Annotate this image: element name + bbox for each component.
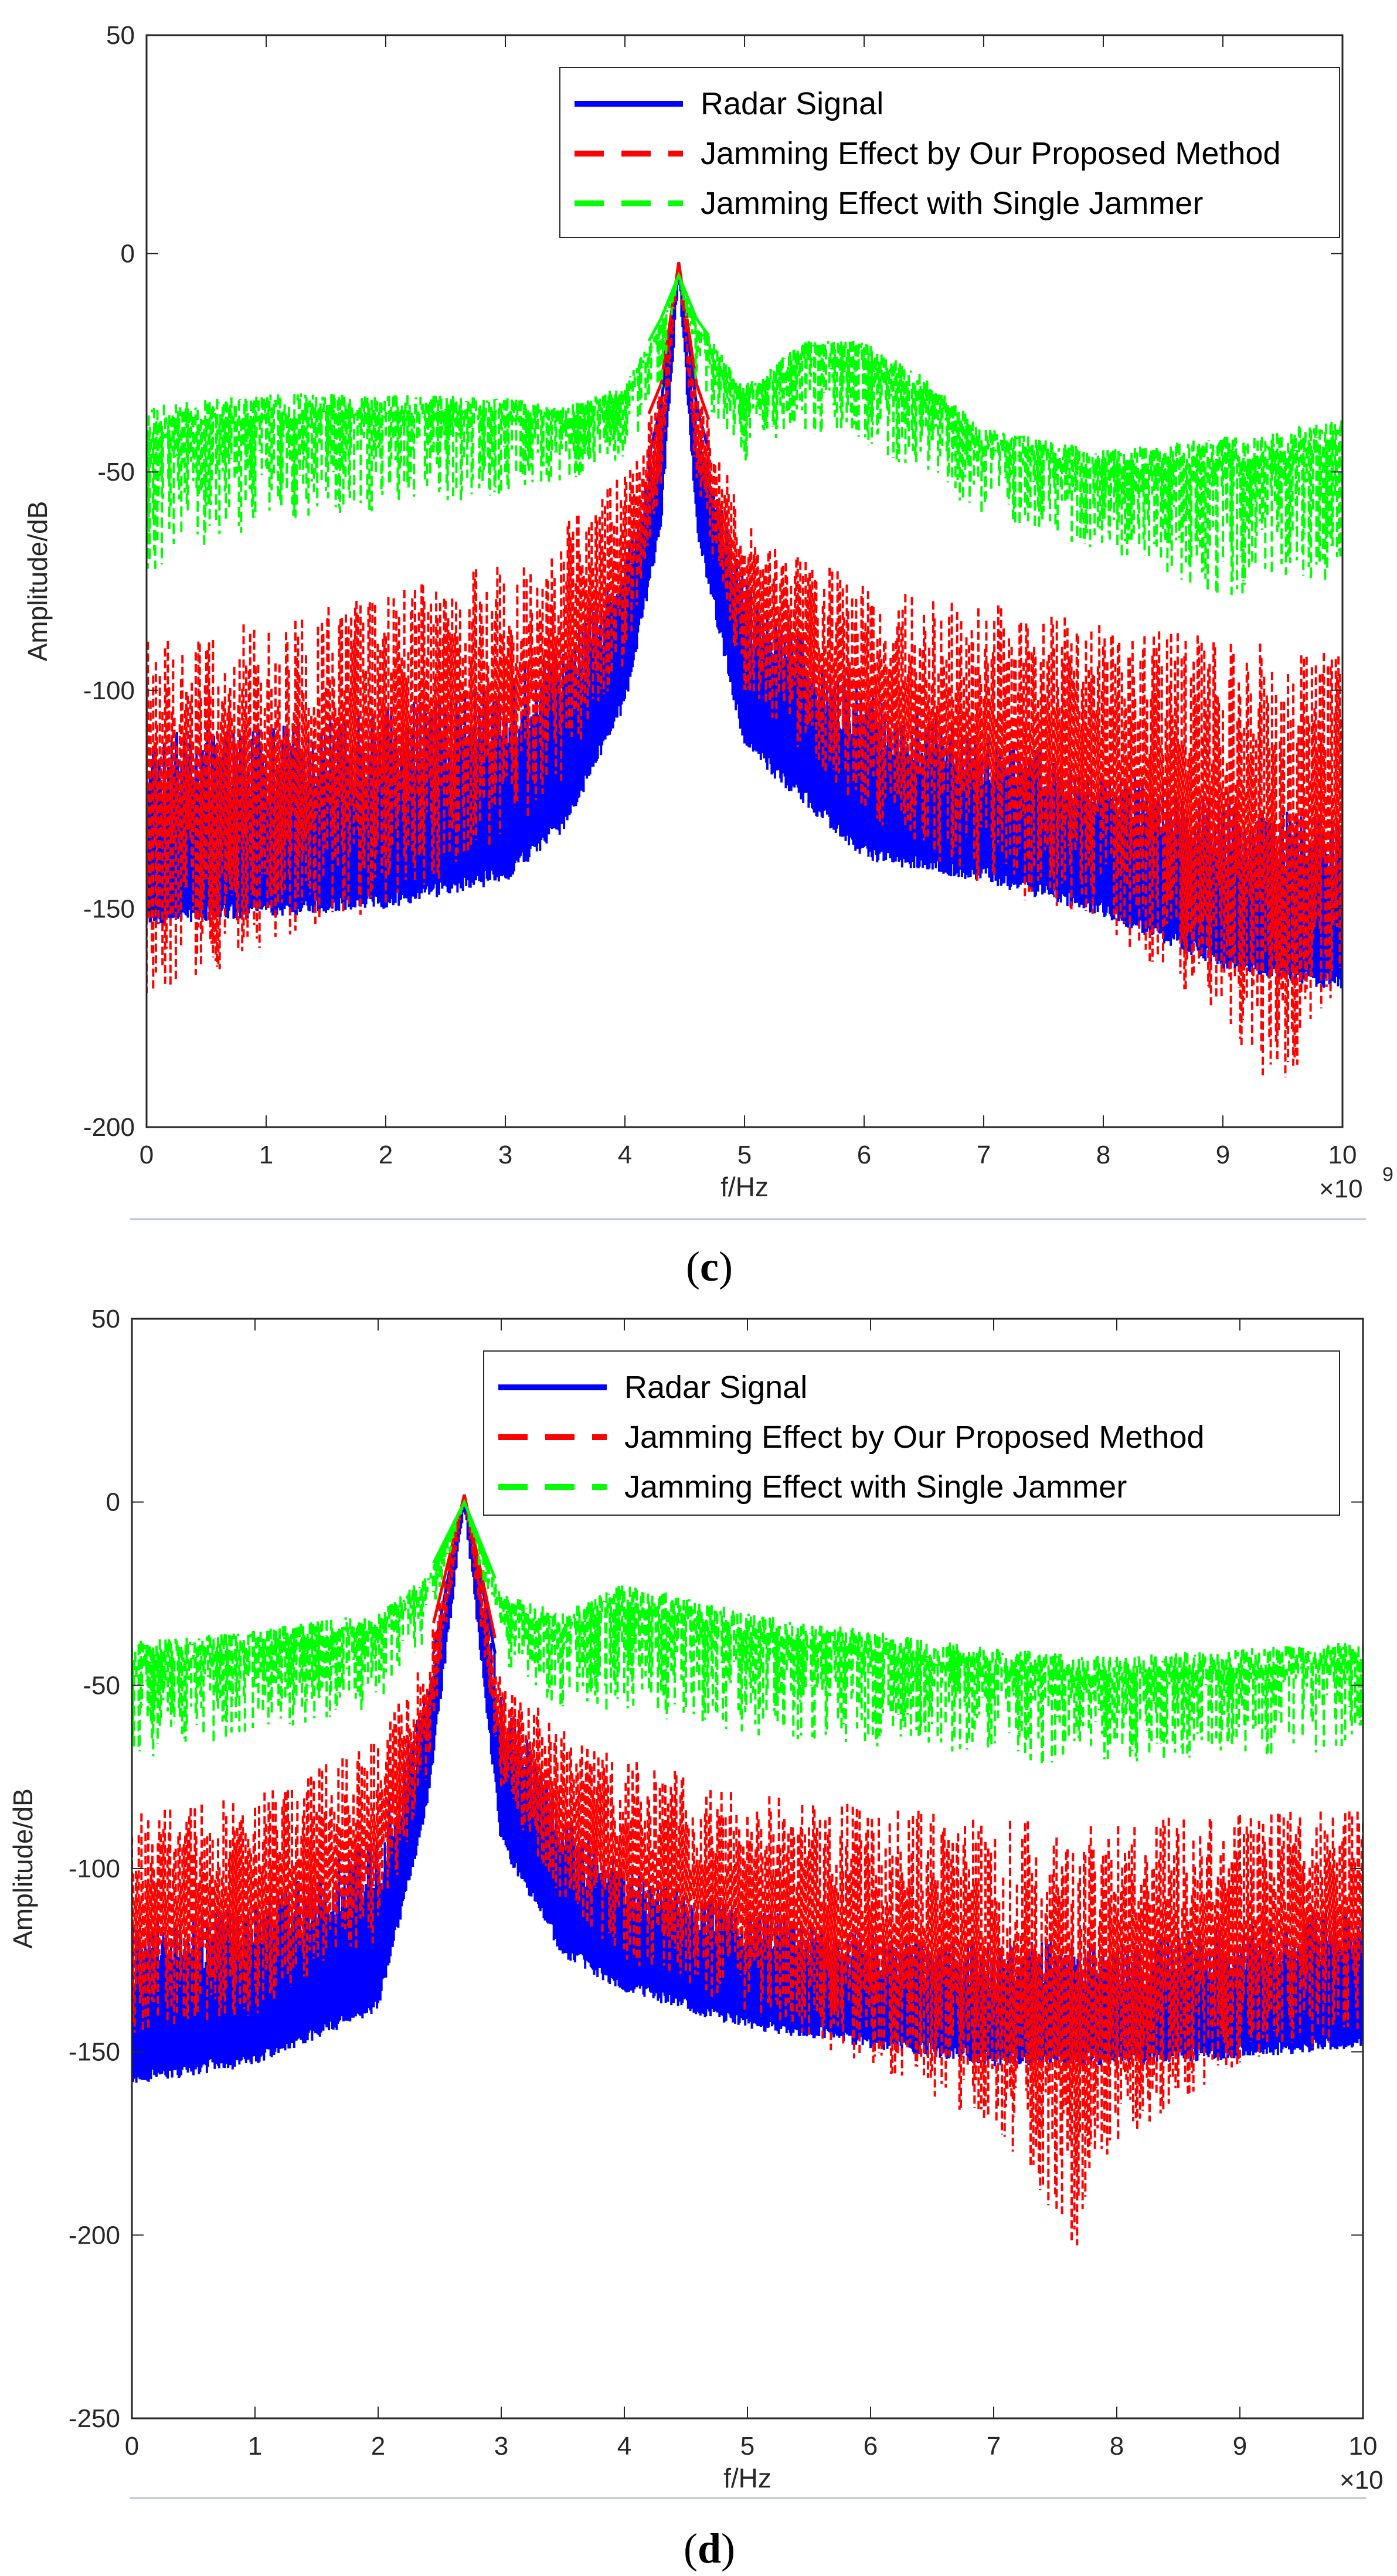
x-axis-label: f/Hz	[723, 2463, 771, 2493]
x-tick-label: 8	[1110, 2432, 1124, 2461]
y-axis-label: Amplitude/dB	[22, 501, 53, 662]
y-tick-label: 50	[91, 1305, 120, 1333]
x-tick-label: 1	[248, 2432, 262, 2461]
x-tick-label: 7	[977, 1141, 991, 1169]
caption-close-paren: )	[719, 1243, 733, 1290]
y-tick-label: 0	[121, 240, 135, 268]
series-path	[132, 1504, 1363, 1765]
x-tick-label: 6	[857, 1141, 871, 1169]
x-multiplier: ×10	[1340, 2466, 1384, 2495]
legend-entry: Radar Signal	[624, 1370, 807, 1405]
y-axis-label: Amplitude/dB	[8, 1788, 38, 1949]
legend-entry: Radar Signal	[701, 86, 883, 121]
x-tick-label: 9	[1216, 1141, 1230, 1169]
series-jamming-effect-with-single-jammer	[147, 271, 1342, 595]
legend: Radar Signal Jamming Effect by Our Propos…	[559, 67, 1340, 238]
y-tick-label: -150	[69, 2038, 120, 2067]
x-tick-label: 1	[259, 1141, 273, 1169]
x-tick-label: 5	[740, 2432, 754, 2461]
y-tick-label: -100	[69, 1854, 120, 1883]
y-tick-label: -150	[83, 894, 135, 923]
x-tick-label: 4	[618, 1141, 632, 1169]
x-tick-label: 3	[498, 1141, 512, 1169]
x-tick-label: 6	[864, 2432, 878, 2461]
y-tick-label: -50	[97, 458, 135, 486]
series-peak	[432, 1498, 497, 1579]
chart-d: 0 1 2 3 4 5 6 7 8 9 10 50 0 -50 -100 -150 -200 -250 f/Hz Am…	[8, 1305, 1384, 2495]
series-peak	[432, 1494, 497, 1639]
series-peak	[647, 262, 711, 420]
x-axis-label: f/Hz	[720, 1172, 769, 1202]
caption-close-paren: )	[721, 2525, 735, 2572]
x-multiplier: ×10	[1319, 1175, 1363, 1203]
x-tick-label: 5	[737, 1141, 752, 1169]
legend-entry: Jamming Effect by Our Proposed Method	[701, 136, 1280, 171]
legend-entry: Jamming Effect by Our Proposed Method	[624, 1420, 1204, 1455]
caption-open-paren: (	[684, 2525, 698, 2572]
x-tick-label: 2	[379, 1141, 393, 1169]
legend: Radar Signal Jamming Effect by Our Propos…	[483, 1350, 1340, 1516]
plot-data	[132, 1494, 1363, 2245]
x-tick-label: 10	[1349, 2432, 1378, 2461]
y-tick-label: 50	[106, 21, 135, 50]
x-tick-label: 2	[371, 2432, 385, 2461]
plot-data	[147, 262, 1342, 1078]
chart-c: 0 1 2 3 4 5 6 7 8 9 10 50 0 -50 -100 -150 -200 f/Hz Amplit…	[22, 21, 1393, 1203]
x-tick-label: 7	[987, 2432, 1001, 2461]
x-tick-label: 0	[140, 1141, 154, 1169]
x-tick-label: 4	[617, 2432, 631, 2461]
series-jamming-effect-with-single-jammer	[132, 1498, 1363, 1765]
y-tick-label: -200	[83, 1113, 135, 1142]
series-jamming-effect-by-our-proposed-method	[147, 262, 1342, 1078]
legend-box	[483, 1350, 1340, 1516]
legend-entry: Jamming Effect with Single Jammer	[624, 1469, 1127, 1505]
caption-label: c	[700, 1243, 719, 1290]
legend-box	[559, 67, 1340, 238]
x-tick-label: 9	[1233, 2432, 1247, 2461]
y-tick-label: 0	[106, 1488, 120, 1517]
y-tick-label: -50	[83, 1671, 120, 1700]
y-tick-label: -250	[69, 2404, 120, 2433]
caption-label: d	[698, 2525, 721, 2572]
caption-d: (d)	[684, 2525, 735, 2572]
caption-open-paren: (	[686, 1243, 700, 1290]
caption-c: (c)	[686, 1243, 733, 1290]
series-jamming-effect-by-our-proposed-method	[132, 1494, 1363, 2245]
y-tick-label: -200	[69, 2221, 120, 2250]
x-tick-label: 8	[1096, 1141, 1110, 1169]
x-tick-label: 0	[125, 2432, 139, 2461]
y-tick-label: -100	[83, 676, 135, 705]
x-tick-label: 10	[1328, 1141, 1357, 1169]
x-exponent: 9	[1382, 1163, 1393, 1186]
series-peak	[647, 271, 710, 342]
x-tick-label: 3	[494, 2432, 508, 2461]
series-path	[132, 1501, 1363, 2245]
legend-entry: Jamming Effect with Single Jammer	[701, 186, 1203, 221]
